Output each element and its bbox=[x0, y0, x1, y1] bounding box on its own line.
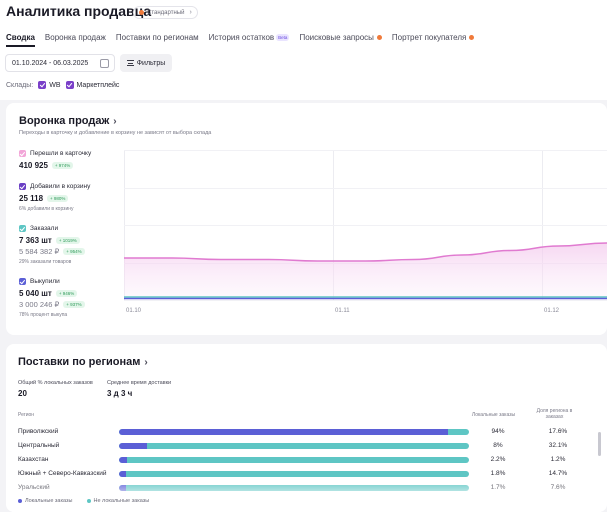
checkbox-checked-icon bbox=[65, 81, 74, 89]
avg-delivery-value: 3 д 3 ч bbox=[107, 389, 133, 398]
series-area bbox=[124, 243, 607, 300]
x-tick-label: 01.12 bbox=[544, 308, 560, 314]
local-orders-fill bbox=[119, 471, 126, 477]
checkbox-checked-icon[interactable] bbox=[19, 183, 26, 190]
region-share-value: 17.6% bbox=[548, 428, 568, 435]
region-row[interactable]: Южный + Северо-Кавказский 1.8% 14.7% bbox=[18, 469, 603, 481]
legend-dot-icon bbox=[86, 499, 91, 503]
region-name: Казахстан bbox=[18, 456, 49, 463]
local-orders-value: 2.2% bbox=[490, 456, 506, 463]
sales-funnel-card: Воронка продаж › Переходы в карточку и до… bbox=[6, 103, 607, 335]
local-share-value: 20 bbox=[18, 389, 27, 398]
warehouse-wb-checkbox[interactable]: WB bbox=[38, 81, 61, 89]
scrollbar[interactable] bbox=[598, 432, 601, 456]
metric-added-to-cart[interactable]: Добавили в корзину 25 118 + 980% 6% добав… bbox=[19, 183, 91, 212]
page-title: Аналитика продавца bbox=[6, 3, 152, 19]
x-tick-label: 01.10 bbox=[126, 308, 142, 314]
change-badge: + 974% bbox=[51, 162, 74, 169]
x-tick-label: 01.11 bbox=[335, 308, 350, 314]
checkbox-checked-icon bbox=[38, 81, 47, 89]
checkbox-checked-icon[interactable] bbox=[19, 278, 26, 285]
region-share-value: 14.7% bbox=[548, 470, 568, 477]
tab-regional-supplies[interactable]: Поставки по регионам bbox=[115, 32, 199, 42]
regional-supplies-title[interactable]: Поставки по регионам › bbox=[18, 356, 148, 368]
regions-legend: Локальные заказы Не локальные заказы bbox=[18, 498, 149, 504]
legend-item-local: Локальные заказы bbox=[18, 498, 73, 504]
chevron-right-icon: › bbox=[189, 9, 192, 16]
header: Аналитика продавца Стандартный › Сводка … bbox=[0, 0, 607, 100]
warehouse-filter: Склады: WB Маркетплейс bbox=[6, 81, 119, 89]
legend-dot-icon bbox=[18, 499, 22, 503]
change-badge: + 937% bbox=[63, 301, 85, 308]
chevron-right-icon: › bbox=[113, 115, 117, 127]
metric-purchased[interactable]: Выкупили 5 040 шт + 946% 3 000 246 ₽ + 937… bbox=[19, 277, 119, 318]
sales-funnel-subtitle: Переходы в карточку и добавление в корзи… bbox=[19, 130, 212, 136]
plan-dot-icon bbox=[139, 10, 144, 15]
tab-summary[interactable]: Сводка bbox=[6, 30, 35, 47]
avg-delivery-label: Среднее время доставки bbox=[107, 380, 172, 386]
region-orders-bar bbox=[119, 471, 469, 477]
checkbox-checked-icon[interactable] bbox=[19, 225, 26, 232]
local-orders-fill bbox=[119, 457, 127, 463]
sales-funnel-title[interactable]: Воронка продаж › bbox=[19, 115, 117, 127]
warehouse-marketplace-checkbox[interactable]: Маркетплейс bbox=[65, 81, 119, 89]
local-share-label: Общий % локальных заказов bbox=[18, 380, 93, 386]
change-badge: + 954% bbox=[63, 248, 85, 255]
local-orders-value: 1.8% bbox=[490, 470, 506, 477]
plan-badge[interactable]: Стандартный › bbox=[133, 6, 198, 19]
date-range-picker[interactable]: 01.10.2024 - 06.03.2025 bbox=[5, 54, 115, 72]
plan-badge-label: Стандартный bbox=[147, 9, 185, 16]
region-name: Южный + Северо-Кавказский bbox=[18, 470, 107, 477]
chevron-right-icon: › bbox=[144, 356, 148, 368]
fade-overlay bbox=[6, 479, 607, 512]
beta-badge: Beta bbox=[276, 33, 290, 41]
tab-search-queries[interactable]: Поисковые запросы bbox=[299, 30, 382, 44]
tab-buyer-profile[interactable]: Портрет покупателя bbox=[392, 30, 475, 44]
checkbox-checked-icon[interactable] bbox=[19, 150, 26, 157]
metric-ordered[interactable]: Заказали 7 363 шт + 1019% 5 584 382 ₽ + 95… bbox=[19, 224, 119, 265]
change-badge: + 980% bbox=[47, 195, 69, 202]
region-orders-bar bbox=[119, 457, 469, 463]
region-row[interactable]: Приволжский 94% 17.6% bbox=[18, 427, 603, 439]
warehouses-label: Склады: bbox=[6, 81, 34, 89]
date-range-value: 01.10.2024 - 06.03.2025 bbox=[12, 59, 89, 67]
sales-funnel-chart[interactable]: 01.10 01.11 01.12 bbox=[124, 150, 607, 320]
filters-button[interactable]: Фильтры bbox=[120, 54, 172, 72]
region-orders-bar bbox=[119, 429, 469, 435]
region-share-column-header: Доля региона в заказах bbox=[536, 408, 573, 420]
region-share-value: 32.1% bbox=[548, 442, 568, 449]
region-row[interactable]: Центральный 8% 32.1% bbox=[18, 441, 603, 453]
regional-supplies-card: Поставки по регионам › Общий % локальных … bbox=[6, 344, 607, 512]
tabs: Сводка Воронка продаж Поставки по регион… bbox=[6, 30, 484, 47]
calendar-icon bbox=[100, 59, 109, 68]
tab-stock-history[interactable]: История остатков Beta bbox=[208, 32, 290, 42]
region-name: Приволжский bbox=[18, 428, 59, 435]
metric-card-views[interactable]: Перешли в карточку 410 925 + 974% bbox=[19, 150, 92, 170]
new-dot-icon bbox=[469, 34, 475, 40]
region-column-header: Регион bbox=[18, 412, 35, 418]
tab-sales-funnel[interactable]: Воронка продаж bbox=[44, 32, 106, 42]
local-orders-fill bbox=[119, 429, 448, 435]
legend-item-nonlocal: Не локальные заказы bbox=[86, 498, 149, 504]
change-badge: + 1019% bbox=[55, 237, 80, 244]
local-orders-value: 8% bbox=[493, 442, 503, 449]
series-line bbox=[124, 242, 607, 262]
region-row[interactable]: Казахстан 2.2% 1.2% bbox=[18, 455, 603, 467]
change-badge: + 946% bbox=[55, 290, 78, 297]
region-name: Центральный bbox=[18, 442, 60, 449]
local-orders-value: 94% bbox=[491, 428, 505, 435]
new-dot-icon bbox=[376, 34, 382, 40]
local-orders-column-header: Локальные заказы bbox=[471, 412, 516, 418]
region-orders-bar bbox=[119, 443, 469, 449]
local-orders-fill bbox=[119, 443, 147, 449]
filter-icon bbox=[126, 60, 134, 66]
region-share-value: 1.2% bbox=[550, 456, 566, 463]
